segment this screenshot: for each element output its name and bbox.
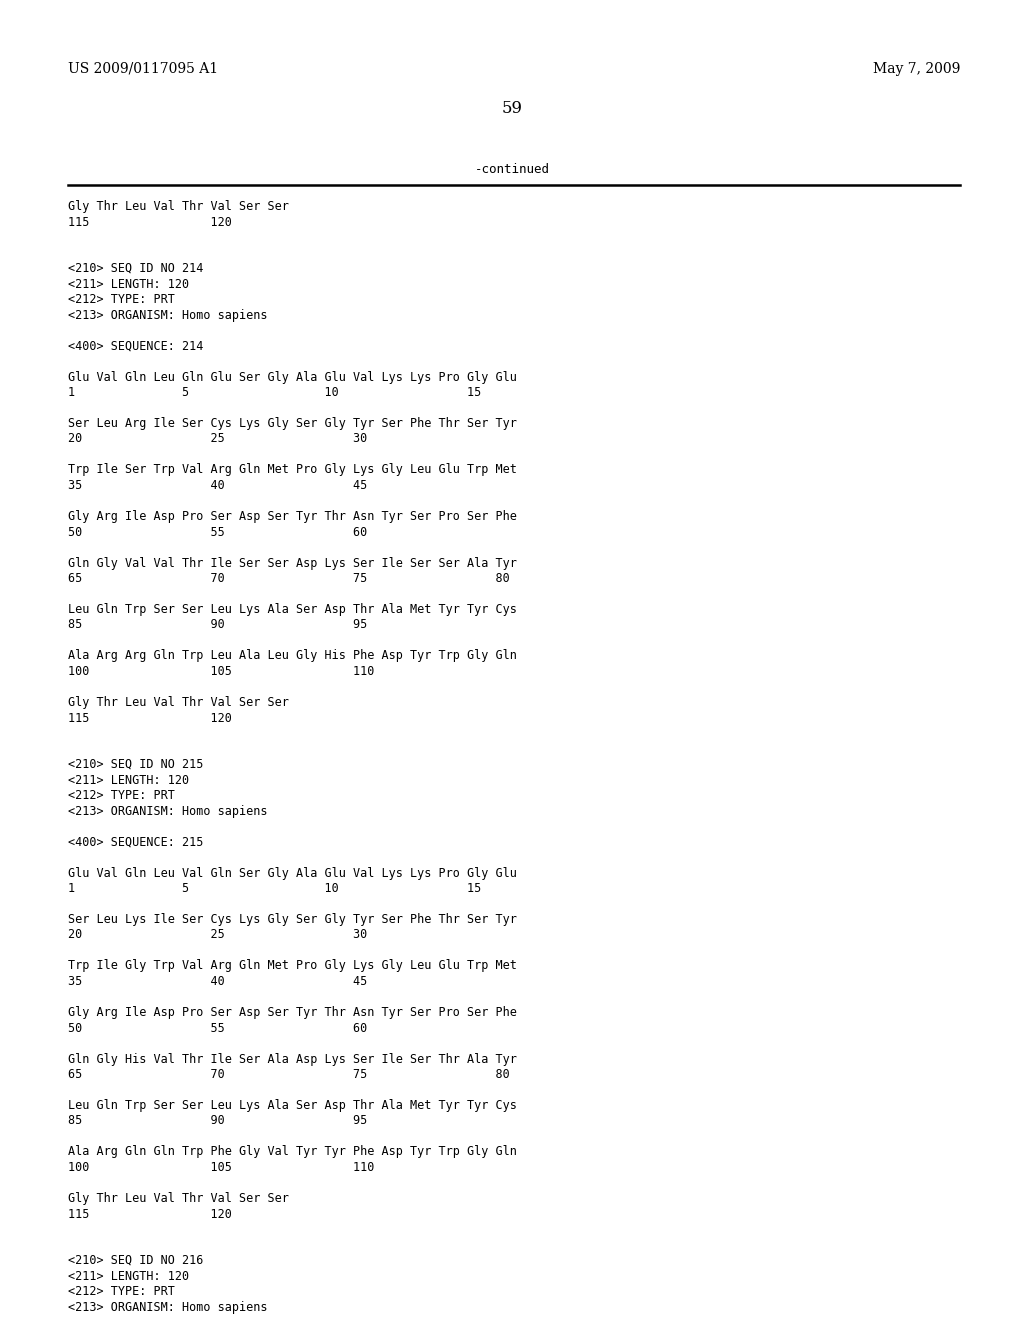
Text: Gly Arg Ile Asp Pro Ser Asp Ser Tyr Thr Asn Tyr Ser Pro Ser Phe: Gly Arg Ile Asp Pro Ser Asp Ser Tyr Thr … <box>68 510 517 523</box>
Text: <210> SEQ ID NO 215: <210> SEQ ID NO 215 <box>68 758 204 771</box>
Text: 20                  25                  30: 20 25 30 <box>68 928 368 941</box>
Text: <212> TYPE: PRT: <212> TYPE: PRT <box>68 789 175 803</box>
Text: Ala Arg Gln Gln Trp Phe Gly Val Tyr Tyr Phe Asp Tyr Trp Gly Gln: Ala Arg Gln Gln Trp Phe Gly Val Tyr Tyr … <box>68 1146 517 1159</box>
Text: 100                 105                 110: 100 105 110 <box>68 665 375 678</box>
Text: 20                  25                  30: 20 25 30 <box>68 433 368 446</box>
Text: 1               5                   10                  15: 1 5 10 15 <box>68 882 481 895</box>
Text: Ser Leu Lys Ile Ser Cys Lys Gly Ser Gly Tyr Ser Phe Thr Ser Tyr: Ser Leu Lys Ile Ser Cys Lys Gly Ser Gly … <box>68 913 517 927</box>
Text: <212> TYPE: PRT: <212> TYPE: PRT <box>68 293 175 306</box>
Text: Gly Arg Ile Asp Pro Ser Asp Ser Tyr Thr Asn Tyr Ser Pro Ser Phe: Gly Arg Ile Asp Pro Ser Asp Ser Tyr Thr … <box>68 1006 517 1019</box>
Text: 1               5                   10                  15: 1 5 10 15 <box>68 385 481 399</box>
Text: 100                 105                 110: 100 105 110 <box>68 1162 375 1173</box>
Text: <211> LENGTH: 120: <211> LENGTH: 120 <box>68 774 189 787</box>
Text: <213> ORGANISM: Homo sapiens: <213> ORGANISM: Homo sapiens <box>68 1300 267 1313</box>
Text: Ala Arg Arg Gln Trp Leu Ala Leu Gly His Phe Asp Tyr Trp Gly Gln: Ala Arg Arg Gln Trp Leu Ala Leu Gly His … <box>68 649 517 663</box>
Text: <400> SEQUENCE: 214: <400> SEQUENCE: 214 <box>68 339 204 352</box>
Text: <210> SEQ ID NO 214: <210> SEQ ID NO 214 <box>68 261 204 275</box>
Text: Gly Thr Leu Val Thr Val Ser Ser: Gly Thr Leu Val Thr Val Ser Ser <box>68 1192 289 1205</box>
Text: 59: 59 <box>502 100 522 117</box>
Text: Trp Ile Gly Trp Val Arg Gln Met Pro Gly Lys Gly Leu Glu Trp Met: Trp Ile Gly Trp Val Arg Gln Met Pro Gly … <box>68 960 517 973</box>
Text: 50                  55                  60: 50 55 60 <box>68 525 368 539</box>
Text: May 7, 2009: May 7, 2009 <box>872 62 961 77</box>
Text: <211> LENGTH: 120: <211> LENGTH: 120 <box>68 1270 189 1283</box>
Text: 65                  70                  75                  80: 65 70 75 80 <box>68 1068 510 1081</box>
Text: Glu Val Gln Leu Gln Glu Ser Gly Ala Glu Val Lys Lys Pro Gly Glu: Glu Val Gln Leu Gln Glu Ser Gly Ala Glu … <box>68 371 517 384</box>
Text: 115                 120: 115 120 <box>68 215 231 228</box>
Text: Trp Ile Ser Trp Val Arg Gln Met Pro Gly Lys Gly Leu Glu Trp Met: Trp Ile Ser Trp Val Arg Gln Met Pro Gly … <box>68 463 517 477</box>
Text: 50                  55                  60: 50 55 60 <box>68 1022 368 1035</box>
Text: Glu Val Gln Leu Val Gln Ser Gly Ala Glu Val Lys Lys Pro Gly Glu: Glu Val Gln Leu Val Gln Ser Gly Ala Glu … <box>68 866 517 879</box>
Text: 35                  40                  45: 35 40 45 <box>68 975 368 987</box>
Text: <211> LENGTH: 120: <211> LENGTH: 120 <box>68 277 189 290</box>
Text: Gln Gly Val Val Thr Ile Ser Ser Asp Lys Ser Ile Ser Ser Ala Tyr: Gln Gly Val Val Thr Ile Ser Ser Asp Lys … <box>68 557 517 569</box>
Text: -continued: -continued <box>474 162 550 176</box>
Text: <400> SEQUENCE: 215: <400> SEQUENCE: 215 <box>68 836 204 849</box>
Text: 35                  40                  45: 35 40 45 <box>68 479 368 492</box>
Text: <213> ORGANISM: Homo sapiens: <213> ORGANISM: Homo sapiens <box>68 804 267 817</box>
Text: <210> SEQ ID NO 216: <210> SEQ ID NO 216 <box>68 1254 204 1267</box>
Text: US 2009/0117095 A1: US 2009/0117095 A1 <box>68 62 218 77</box>
Text: <213> ORGANISM: Homo sapiens: <213> ORGANISM: Homo sapiens <box>68 309 267 322</box>
Text: Gly Thr Leu Val Thr Val Ser Ser: Gly Thr Leu Val Thr Val Ser Ser <box>68 201 289 213</box>
Text: Gly Thr Leu Val Thr Val Ser Ser: Gly Thr Leu Val Thr Val Ser Ser <box>68 696 289 709</box>
Text: 85                  90                  95: 85 90 95 <box>68 1114 368 1127</box>
Text: Leu Gln Trp Ser Ser Leu Lys Ala Ser Asp Thr Ala Met Tyr Tyr Cys: Leu Gln Trp Ser Ser Leu Lys Ala Ser Asp … <box>68 1100 517 1111</box>
Text: Leu Gln Trp Ser Ser Leu Lys Ala Ser Asp Thr Ala Met Tyr Tyr Cys: Leu Gln Trp Ser Ser Leu Lys Ala Ser Asp … <box>68 603 517 616</box>
Text: 65                  70                  75                  80: 65 70 75 80 <box>68 572 510 585</box>
Text: <212> TYPE: PRT: <212> TYPE: PRT <box>68 1284 175 1298</box>
Text: Gln Gly His Val Thr Ile Ser Ala Asp Lys Ser Ile Ser Thr Ala Tyr: Gln Gly His Val Thr Ile Ser Ala Asp Lys … <box>68 1052 517 1065</box>
Text: 115                 120: 115 120 <box>68 711 231 725</box>
Text: 85                  90                  95: 85 90 95 <box>68 619 368 631</box>
Text: Ser Leu Arg Ile Ser Cys Lys Gly Ser Gly Tyr Ser Phe Thr Ser Tyr: Ser Leu Arg Ile Ser Cys Lys Gly Ser Gly … <box>68 417 517 430</box>
Text: 115                 120: 115 120 <box>68 1208 231 1221</box>
